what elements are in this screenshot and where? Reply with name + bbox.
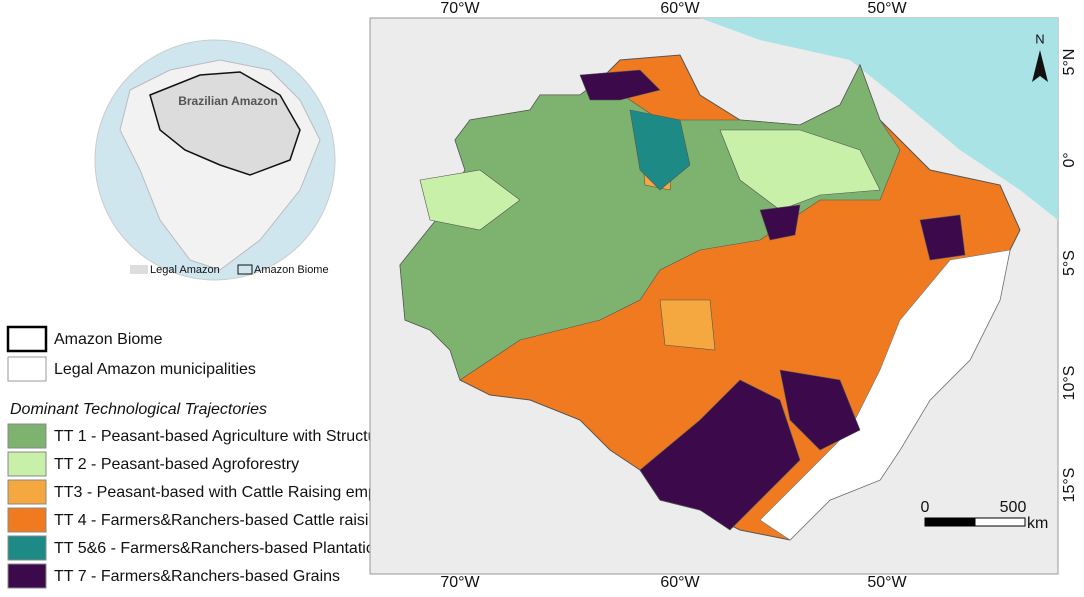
region-tt7: [779, 369, 861, 451]
north-label: N: [1035, 31, 1044, 46]
legend-swatch: [7, 563, 47, 589]
inset-legend-label: Legal Amazon: [150, 264, 220, 276]
scale-bar: [924, 517, 976, 527]
legend-swatch: [7, 356, 47, 382]
north-arrow: [1032, 50, 1048, 82]
region-tt7: [579, 69, 661, 101]
region-tt7: [639, 379, 801, 531]
region-tt2: [419, 169, 521, 231]
legend-label: TT3 - Peasant-based with Cattle Raising …: [54, 484, 414, 501]
lon-label: 50°W: [867, 0, 907, 17]
lon-label: 60°W: [660, 574, 700, 591]
lat-label: 5°S: [1061, 250, 1078, 276]
legend-label: TT 7 - Farmers&Ranchers-based Grains: [54, 568, 340, 585]
lon-label: 70°W: [440, 574, 480, 591]
legend-label: Amazon Biome: [54, 331, 163, 348]
inset-swatch: [237, 264, 253, 275]
ocean: [700, 18, 1058, 220]
lat-label: 10°S: [1061, 366, 1078, 401]
lon-label: 60°W: [660, 0, 700, 17]
inset-amazon: [149, 71, 301, 176]
scale-bar: [974, 517, 1026, 527]
lat-label: 5°N: [1061, 49, 1078, 76]
legend-label: Legal Amazon municipalities: [54, 361, 256, 378]
legend-swatch: [7, 535, 47, 561]
scale-label: 0: [921, 499, 930, 516]
lat-label: 15°S: [1061, 468, 1078, 503]
region-tt7: [759, 204, 801, 241]
region-tt7: [919, 214, 966, 261]
region-unclassified: [759, 249, 1011, 541]
legend-swatch: [7, 451, 47, 477]
legend-swatch: [7, 479, 47, 505]
legend-swatch: [7, 507, 47, 533]
legend-swatch: [6, 325, 48, 353]
legend-items: TT 1 - Peasant-based Agriculture with St…: [7, 423, 466, 589]
lon-label: 50°W: [867, 574, 907, 591]
graticule-labels: 70°W 70°W 60°W 60°W 50°W 50°W 5°N 0° 5°S 10°S 15°S: [440, 0, 1078, 591]
inset-swatch: [130, 265, 148, 274]
region-tt56: [629, 109, 691, 191]
lon-label: 70°W: [440, 0, 480, 17]
scale-label: km: [1027, 515, 1048, 532]
legend-title: Dominant Technological Trajectories: [10, 401, 267, 418]
map: N 0 500 km: [369, 17, 1059, 575]
lat-label: 0°: [1061, 152, 1078, 167]
legend-swatch: [7, 423, 47, 449]
legend-label: TT 5&6 - Farmers&Ranchers-based Plantati…: [54, 540, 466, 557]
inset-region-label: Brazilian Amazon: [178, 94, 278, 108]
scale-label: 500: [1000, 499, 1027, 516]
legend-label: TT 1 - Peasant-based Agriculture with St…: [54, 428, 460, 445]
legend-label: TT 4 - Farmers&Ranchers-based Cattle rai…: [54, 512, 386, 529]
inset-legend-label: Amazon Biome: [254, 264, 329, 276]
region-tt2: [719, 129, 881, 211]
legend-label: TT 2 - Peasant-based Agroforestry: [54, 456, 299, 473]
region-tt3: [659, 299, 716, 351]
